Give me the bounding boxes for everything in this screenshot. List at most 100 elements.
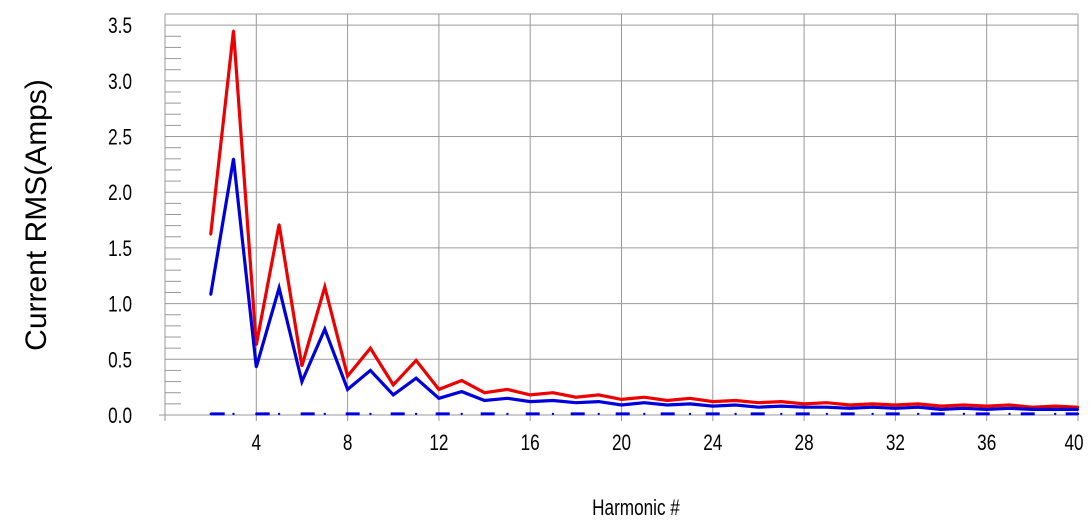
series-1-point [369,347,372,350]
series-3-point [529,412,532,416]
series-2-point [506,397,509,400]
series-2-point [825,406,829,409]
series-1-point [757,401,760,404]
series-3-point [802,412,806,416]
series-3-point [643,412,646,416]
series-3-point [232,412,235,416]
series-1-point [643,396,646,399]
series-3-point [917,412,920,416]
y-tick-label: 0.0 [108,404,132,429]
x-axis-title: Harmonic # [592,496,680,521]
series-3-point [277,412,281,416]
series-3-point [985,412,988,416]
y-tick-label: 0.5 [108,348,132,373]
series-2-point [666,403,669,407]
series-3-point [483,412,486,416]
series-1-point [460,379,463,382]
series-1-point [825,401,829,404]
series-3-point [688,412,692,416]
series-3-point [666,412,669,416]
series-3-point [392,412,395,416]
grid [159,13,1079,421]
series-3-point [414,412,418,416]
series-2-point [1076,408,1080,411]
series-layer [209,29,1080,416]
series-1-point [894,403,897,407]
series-2-point [209,293,212,296]
series-2-point [346,388,349,391]
series-3-point [323,412,326,416]
series-3-point [346,412,349,416]
series-1-point [939,404,943,408]
x-tick-label: 28 [795,431,814,456]
series-1-point [688,397,692,400]
series-1-point [414,359,418,362]
series-2-point [985,408,988,411]
series-3-point [506,412,509,416]
series-1-point [780,400,783,403]
y-minor-ticks [165,35,181,405]
x-tick-label: 24 [703,431,722,456]
series-1-point [506,388,509,391]
series-1-point [574,396,578,399]
series-1-point [962,403,966,407]
series-1-point [437,388,441,391]
series-1-point [802,402,806,406]
series-3-point [734,412,737,416]
series-1-point [985,404,988,408]
series-2-point [939,408,943,411]
series-3-point [1008,412,1011,416]
series-2-point [392,393,395,397]
y-tick-label: 2.5 [108,126,132,151]
series-3-point [460,412,463,416]
x-tick-label: 12 [429,431,448,456]
series-2-point [232,157,235,160]
series-2-point [711,404,714,408]
series-2-point [460,390,463,393]
series-2-point [300,380,304,383]
series-1-point [277,223,281,226]
series-1-point [1008,403,1011,407]
series-2-point [483,399,486,402]
series-3-point [871,412,874,416]
series-3-point [1076,412,1080,416]
series-2-point [620,403,623,407]
series-2-point [643,401,646,404]
series-1-point [871,402,874,406]
series-2-point [688,402,692,406]
series-3-point [848,412,851,416]
series-2-point [962,407,966,410]
series-2-point [871,406,874,409]
series-2-point [255,365,258,369]
series-1-point [711,400,714,403]
series-2-point [277,286,281,290]
series-2-point [780,404,783,408]
series-1-point [232,29,235,32]
y-axis-title: Current RMS(Amps) [20,79,53,351]
series-3-point [574,412,578,416]
x-tick-label: 32 [886,431,905,456]
series-3-point [597,412,600,416]
series-line-1 [209,30,1079,409]
series-2-point [734,403,737,407]
series-1-point [529,393,532,397]
series-1-point [551,391,555,394]
series-2-point [437,397,441,400]
series-3-point [369,412,372,416]
series-2-point [1054,408,1057,411]
series-2-point [414,377,418,380]
y-tick-label: 1.5 [108,237,132,262]
series-1-point [620,398,623,401]
x-tick-label: 40 [1064,431,1083,456]
series-line-2 [209,158,1078,412]
series-1-point [346,374,349,378]
series-3-point [255,412,258,416]
series-3-point [300,412,304,416]
y-tick-label: 3.5 [108,14,132,39]
series-1-point [255,343,258,346]
series-2-point [1008,407,1011,410]
series-3-point [1054,412,1057,416]
series-1-point [1054,404,1057,408]
series-3-point [209,412,212,416]
